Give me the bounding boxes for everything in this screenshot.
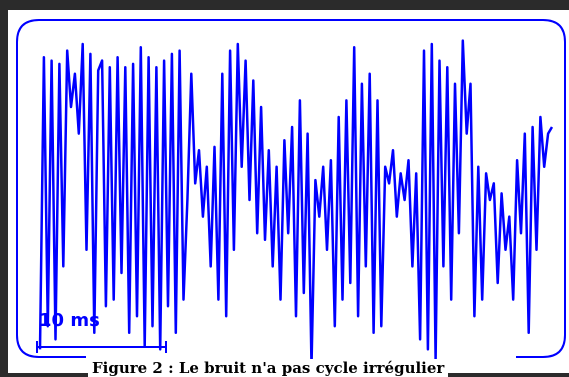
figure-caption: Figure 2 : Le bruit n'a pas cycle irrégu… bbox=[88, 359, 449, 377]
time-scale-bar bbox=[36, 341, 167, 353]
noise-waveform bbox=[38, 39, 554, 368]
plot-frame bbox=[16, 19, 566, 358]
scale-bar-label: 10 ms bbox=[39, 310, 100, 331]
